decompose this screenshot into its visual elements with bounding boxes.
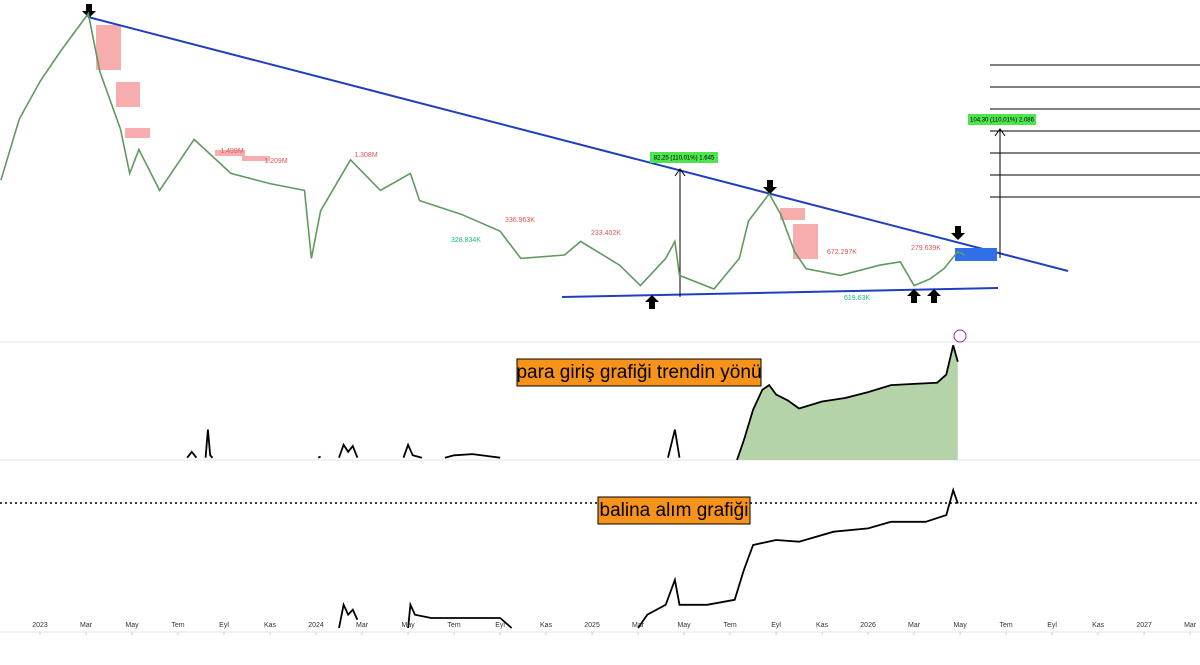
x-tick-label: Tem xyxy=(999,622,1012,629)
x-tick-label: 2027 xyxy=(1136,622,1152,629)
x-tick-label: Kas xyxy=(540,622,553,629)
volume-label: 336.963K xyxy=(505,217,535,224)
price-tag xyxy=(955,248,997,261)
trend-lines xyxy=(87,16,1069,298)
x-tick-label: May xyxy=(401,622,415,629)
x-tick-label: Tem xyxy=(723,622,736,629)
volume-label: 233.402K xyxy=(591,230,621,237)
target-box xyxy=(968,114,1036,125)
x-tick-label: May xyxy=(953,622,967,629)
x-tick-label: Kas xyxy=(264,622,277,629)
x-tick-label: May xyxy=(125,622,139,629)
x-tick-label: Mar xyxy=(632,622,645,629)
target-box xyxy=(650,152,718,163)
line-series xyxy=(186,345,959,461)
volume-label: 1.209M xyxy=(264,158,288,165)
x-tick-label: Eyl xyxy=(495,622,505,629)
x-tick-label: 2024 xyxy=(308,622,324,629)
x-tick-label: Mar xyxy=(1184,622,1197,629)
line-series xyxy=(338,487,959,629)
target-label: 104,30 (110,01%) 2.086 xyxy=(970,118,1035,124)
volume-label: 279.639K xyxy=(911,245,941,252)
x-tick-label: Eyl xyxy=(771,622,781,629)
target-lines xyxy=(674,64,1200,297)
x-tick-label: 2023 xyxy=(32,622,48,629)
volume-boxes xyxy=(96,25,818,259)
area-fill xyxy=(736,345,958,460)
volume-label: 328.834K xyxy=(451,237,481,244)
x-tick-label: Tem xyxy=(171,622,184,629)
x-tick-label: 2026 xyxy=(860,622,876,629)
x-tick-label: Mar xyxy=(356,622,369,629)
x-tick-label: Eyl xyxy=(219,622,229,629)
caption: para giriş grafiği trendin yönü xyxy=(516,362,761,383)
line-series xyxy=(0,11,966,290)
x-tick-label: Tem xyxy=(447,622,460,629)
target-label: 82,25 (110,01%) 1.645 xyxy=(654,156,715,162)
caption-box xyxy=(516,358,762,387)
caption: balina alım grafiği xyxy=(600,500,749,521)
x-tick-label: Mar xyxy=(80,622,93,629)
x-tick-label: Kas xyxy=(1092,622,1105,629)
volume-label: 1.308M xyxy=(354,152,378,159)
x-tick-label: Kas xyxy=(816,622,829,629)
x-tick-label: 2025 xyxy=(584,622,600,629)
x-tick-label: Eyl xyxy=(1047,622,1057,629)
pane-separators xyxy=(0,341,1200,633)
arrows xyxy=(82,4,965,309)
caption-box xyxy=(597,496,751,525)
volume-label: 1.499M xyxy=(220,148,244,155)
alert-icon xyxy=(953,329,967,343)
x-tick-label: May xyxy=(677,622,691,629)
volume-label: 619.63K xyxy=(844,295,870,302)
x-tick-label: Mar xyxy=(908,622,921,629)
volume-label: 672.297K xyxy=(827,249,857,256)
